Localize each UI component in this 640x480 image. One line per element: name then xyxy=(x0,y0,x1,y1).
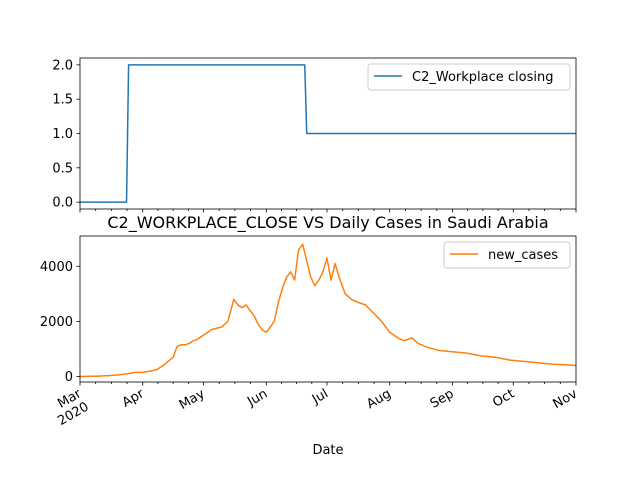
y-tick-label: 2.0 xyxy=(52,58,73,73)
y-tick-label: 0.5 xyxy=(52,161,73,176)
top-axes-frame xyxy=(79,57,577,210)
series-line-new_cases xyxy=(79,243,577,378)
series-line-C2_Workplace closing xyxy=(80,64,576,203)
x-axis-label: Date xyxy=(312,443,343,458)
top-legend: C2_Workplace closing xyxy=(367,63,571,91)
top-subplot: 0.0 0.5 1.0 1.5 2.0 C2_Workplace closing xyxy=(52,57,577,213)
top-x-ticks xyxy=(79,209,577,213)
bottom-legend-label: new_cases xyxy=(488,248,558,263)
bottom-axes-frame xyxy=(79,235,577,383)
y-tick-label: 0 xyxy=(65,370,73,385)
y-tick-label: 2000 xyxy=(40,315,73,330)
top-y-ticks: 0.0 0.5 1.0 1.5 2.0 xyxy=(52,58,80,211)
bottom-subplot: C2_WORKPLACE_CLOSE VS Daily Cases in Sau… xyxy=(40,213,580,458)
bottom-y-ticks: 0 2000 4000 xyxy=(40,260,80,385)
y-tick-label: 4000 xyxy=(40,260,73,275)
y-tick-label: 1.0 xyxy=(52,127,73,142)
y-tick-label: 1.5 xyxy=(52,93,73,108)
top-series-lines xyxy=(80,64,576,203)
bottom-legend: new_cases xyxy=(443,241,571,269)
bottom-series-lines xyxy=(79,243,577,378)
x-tick-label: Jul xyxy=(309,386,331,407)
bottom-legend-box xyxy=(443,241,571,269)
bottom-chart-title: C2_WORKPLACE_CLOSE VS Daily Cases in Sau… xyxy=(107,213,548,233)
y-tick-label: 0.0 xyxy=(52,196,73,211)
top-legend-label: C2_Workplace closing xyxy=(412,70,553,85)
top-legend-box xyxy=(367,63,571,91)
